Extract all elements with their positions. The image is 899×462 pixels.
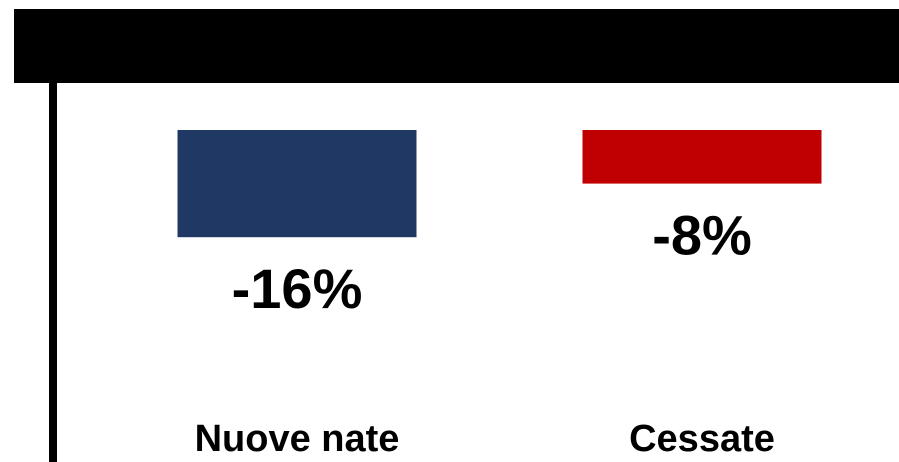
bar-nuove-nate: [177, 130, 417, 238]
bars-group: [177, 130, 822, 238]
data-label-cessate: -8%: [652, 204, 752, 267]
category-label-cessate: Cessate: [629, 418, 775, 460]
data-label-nuove-nate: -16%: [232, 257, 363, 320]
category-label-nuove-nate: Nuove nate: [195, 418, 400, 460]
y-axis-line: [49, 83, 57, 462]
labels-group: -16% Nuove nate -8% Cessate: [195, 204, 775, 460]
bar-cessate: [582, 130, 822, 184]
top-banner: [14, 9, 899, 83]
